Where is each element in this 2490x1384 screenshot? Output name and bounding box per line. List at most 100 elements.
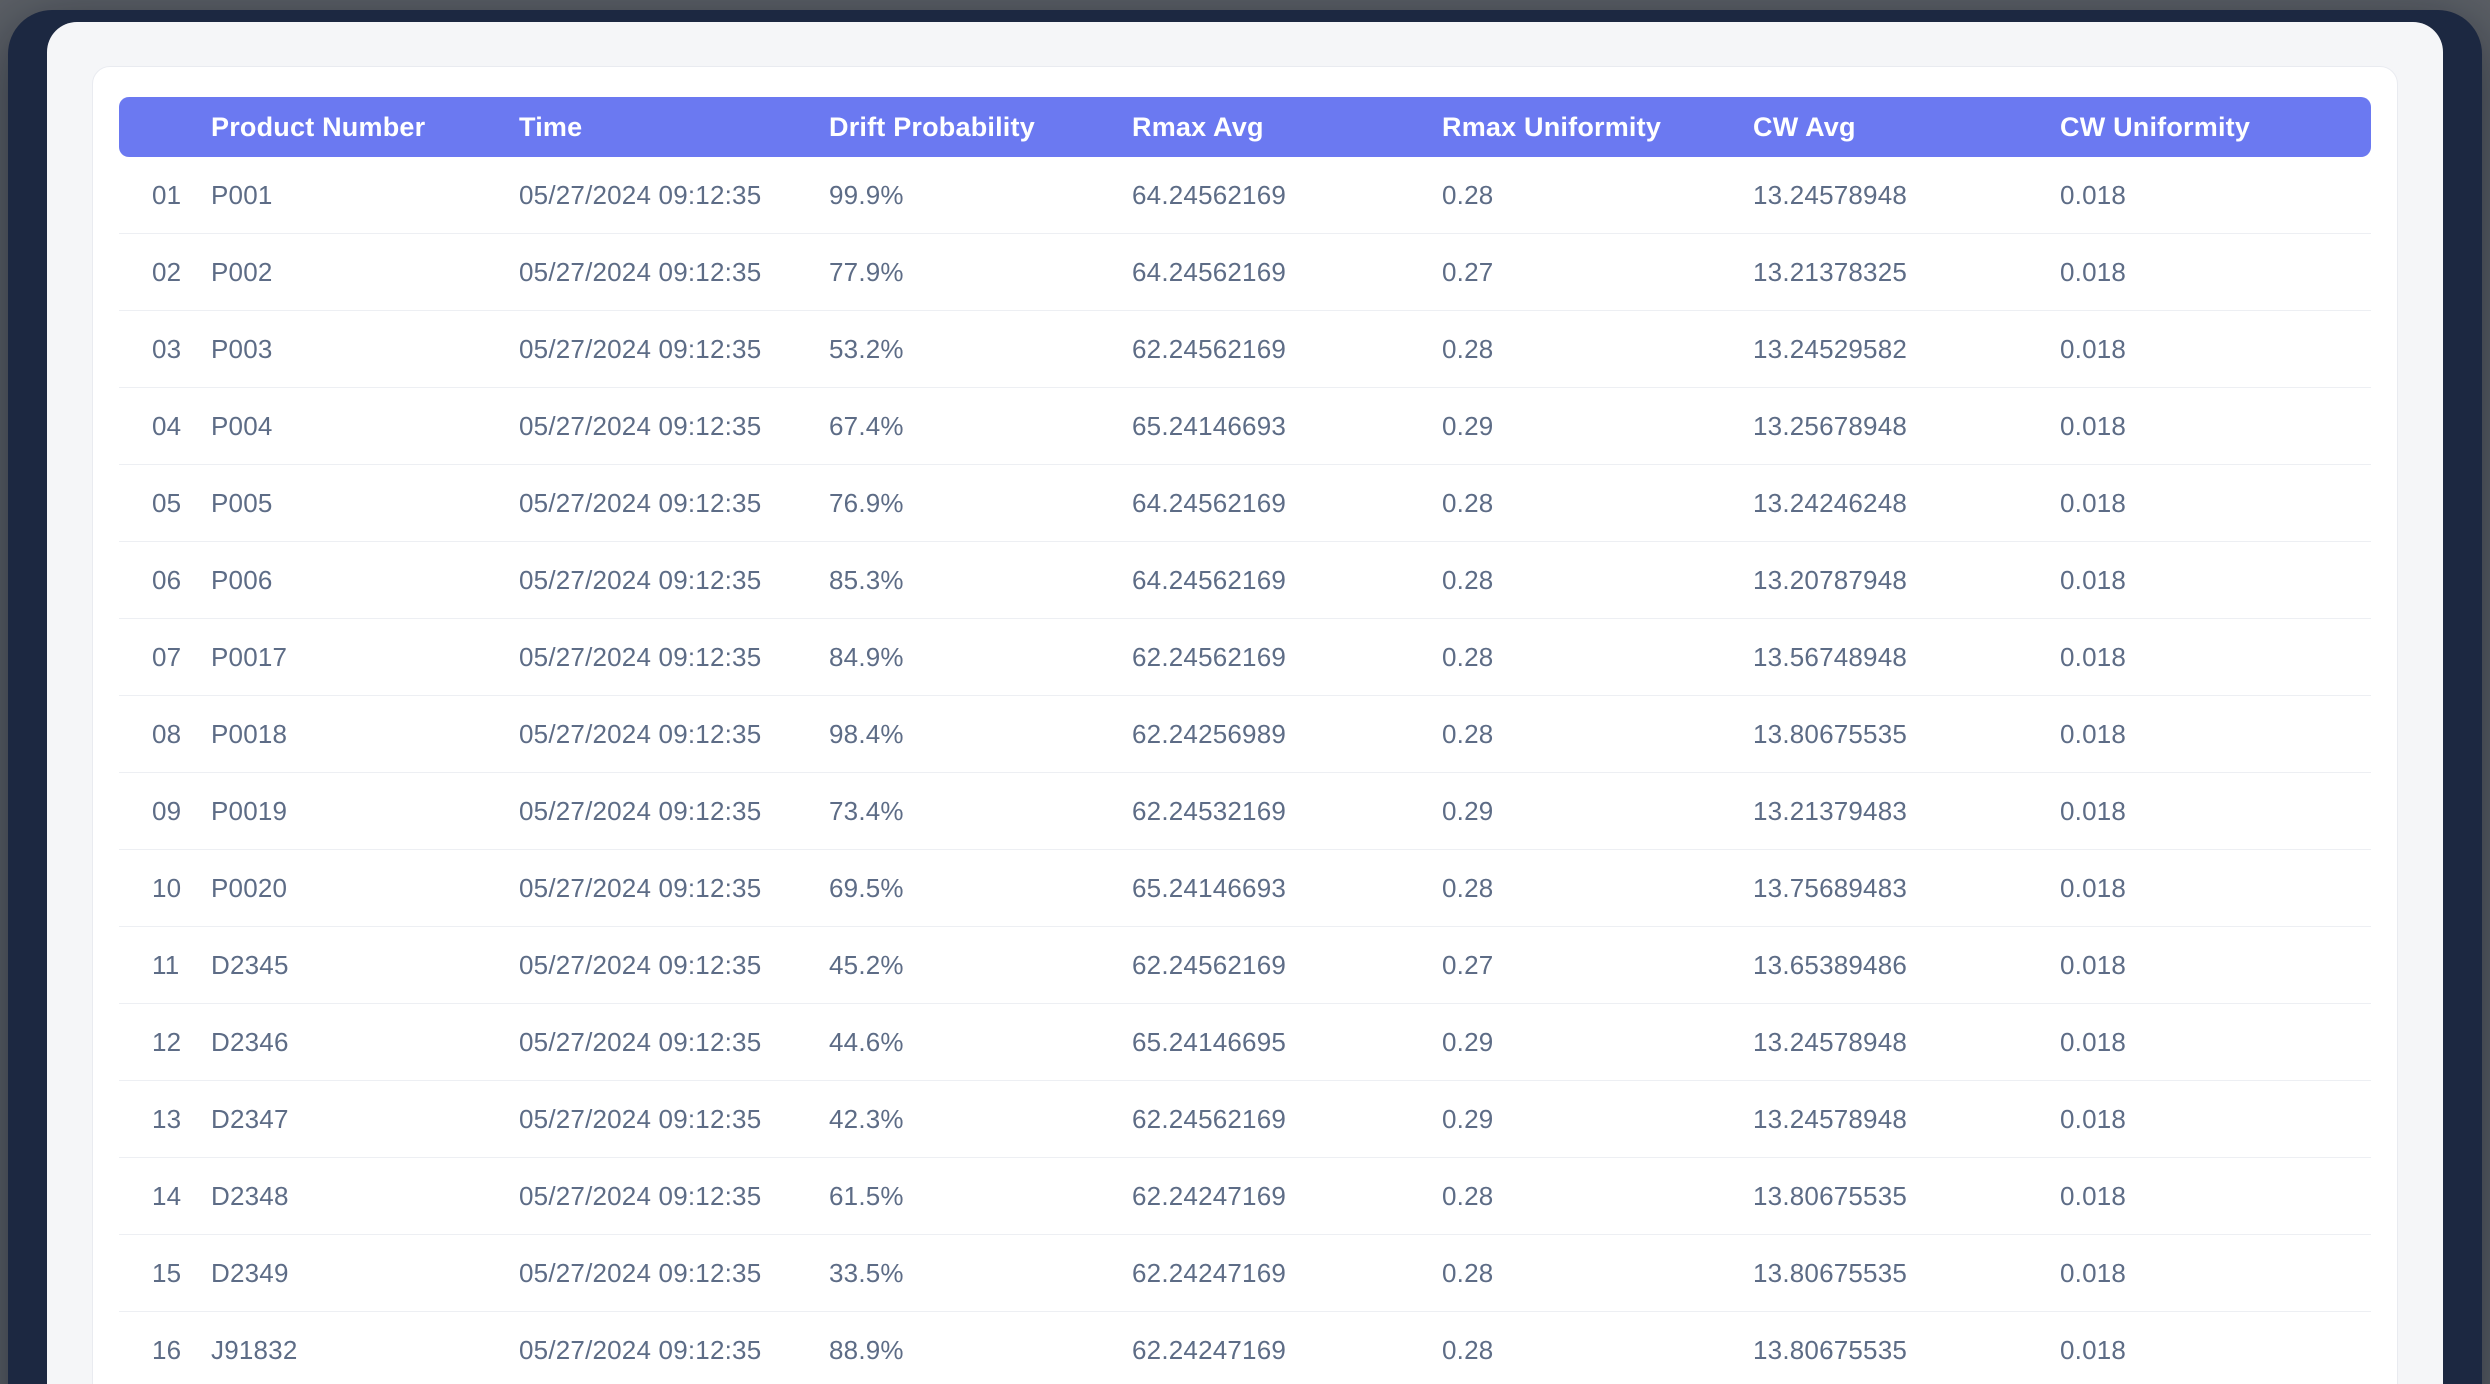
cell-time: 05/27/2024 09:12:35 bbox=[519, 1335, 762, 1365]
cell-rmax_avg: 62.24247169 bbox=[1132, 1335, 1287, 1365]
cell-product: P002 bbox=[211, 256, 273, 287]
cell-rmax_uniformity: 0.29 bbox=[1442, 1026, 1494, 1057]
table-row[interactable]: 16 J91832 05/27/2024 09:12:35 88.9% 62.24247… bbox=[119, 1312, 2371, 1384]
cell-cw_uniformity: 0.018 bbox=[2060, 949, 2127, 980]
cell-product: D2345 bbox=[211, 949, 289, 980]
table-row[interactable]: 06 P006 05/27/2024 09:12:35 85.3% 64.2456216… bbox=[119, 542, 2371, 619]
cell-cw_avg: 13.20787948 bbox=[1753, 564, 1908, 595]
cell-cw_uniformity: 0.018 bbox=[2060, 1335, 2127, 1365]
cell-rmax_avg: 62.24562169 bbox=[1132, 333, 1287, 364]
cell-rmax_uniformity: 0.29 bbox=[1442, 1103, 1494, 1134]
row-index: 09 bbox=[152, 795, 182, 826]
cell-rmax_avg: 65.24146693 bbox=[1132, 872, 1287, 903]
cell-time: 05/27/2024 09:12:35 bbox=[519, 256, 762, 287]
cell-cw_uniformity: 0.018 bbox=[2060, 333, 2127, 364]
column-header-product: Product Number bbox=[211, 111, 426, 142]
cell-rmax_avg: 62.24562169 bbox=[1132, 641, 1287, 672]
row-index: 01 bbox=[152, 179, 182, 210]
cell-time: 05/27/2024 09:12:35 bbox=[519, 949, 762, 980]
cell-product: P005 bbox=[211, 487, 273, 518]
cell-drift: 69.5% bbox=[829, 872, 904, 903]
cell-time: 05/27/2024 09:12:35 bbox=[519, 410, 762, 441]
data-table: Product Number Time Drift Probability Rmax … bbox=[119, 97, 2371, 1384]
cell-product: P0018 bbox=[211, 718, 288, 749]
table-row[interactable]: 08 P0018 05/27/2024 09:12:35 98.4% 62.242569… bbox=[119, 696, 2371, 773]
table-row[interactable]: 03 P003 05/27/2024 09:12:35 53.2% 62.2456216… bbox=[119, 311, 2371, 388]
cell-drift: 85.3% bbox=[829, 564, 904, 595]
cell-product: P0017 bbox=[211, 641, 288, 672]
cell-rmax_avg: 65.24146695 bbox=[1132, 1026, 1287, 1057]
cell-cw_avg: 13.56748948 bbox=[1753, 641, 1908, 672]
cell-product: P004 bbox=[211, 410, 273, 441]
table-row[interactable]: 13 D2347 05/27/2024 09:12:35 42.3% 62.245621… bbox=[119, 1081, 2371, 1158]
table-row[interactable]: 11 D2345 05/27/2024 09:12:35 45.2% 62.245621… bbox=[119, 927, 2371, 1004]
cell-rmax_uniformity: 0.27 bbox=[1442, 256, 1494, 287]
cell-rmax_avg: 64.24562169 bbox=[1132, 179, 1287, 210]
table-header-row: Product Number Time Drift Probability Rmax … bbox=[119, 97, 2371, 157]
row-index: 02 bbox=[152, 256, 182, 287]
column-header-rmax_avg: Rmax Avg bbox=[1132, 111, 1264, 142]
table-row[interactable]: 10 P0020 05/27/2024 09:12:35 69.5% 65.241466… bbox=[119, 850, 2371, 927]
cell-rmax_uniformity: 0.28 bbox=[1442, 718, 1494, 749]
cell-rmax_avg: 62.24562169 bbox=[1132, 1103, 1287, 1134]
column-header-time: Time bbox=[519, 111, 583, 142]
cell-rmax_avg: 62.24247169 bbox=[1132, 1180, 1287, 1211]
cell-rmax_avg: 62.24562169 bbox=[1132, 949, 1287, 980]
cell-cw_uniformity: 0.018 bbox=[2060, 1103, 2127, 1134]
cell-drift: 33.5% bbox=[829, 1257, 904, 1288]
row-index: 08 bbox=[152, 718, 182, 749]
cell-cw_uniformity: 0.018 bbox=[2060, 179, 2127, 210]
cell-drift: 98.4% bbox=[829, 718, 904, 749]
cell-product: D2349 bbox=[211, 1257, 289, 1288]
cell-drift: 88.9% bbox=[829, 1335, 904, 1365]
cell-cw_uniformity: 0.018 bbox=[2060, 795, 2127, 826]
cell-product: P001 bbox=[211, 179, 273, 210]
cell-time: 05/27/2024 09:12:35 bbox=[519, 718, 762, 749]
table-row[interactable]: 02 P002 05/27/2024 09:12:35 77.9% 64.2456216… bbox=[119, 234, 2371, 311]
row-index: 16 bbox=[152, 1335, 182, 1365]
table-row[interactable]: 09 P0019 05/27/2024 09:12:35 73.4% 62.245321… bbox=[119, 773, 2371, 850]
cell-cw_avg: 13.25678948 bbox=[1753, 410, 1908, 441]
cell-time: 05/27/2024 09:12:35 bbox=[519, 564, 762, 595]
table-row[interactable]: 14 D2348 05/27/2024 09:12:35 61.5% 62.242471… bbox=[119, 1158, 2371, 1235]
cell-time: 05/27/2024 09:12:35 bbox=[519, 179, 762, 210]
cell-drift: 44.6% bbox=[829, 1026, 904, 1057]
table-row[interactable]: 01 P001 05/27/2024 09:12:35 99.9% 64.2456216… bbox=[119, 157, 2371, 234]
cell-cw_uniformity: 0.018 bbox=[2060, 256, 2127, 287]
cell-drift: 45.2% bbox=[829, 949, 904, 980]
cell-drift: 76.9% bbox=[829, 487, 904, 518]
cell-cw_avg: 13.24529582 bbox=[1753, 333, 1908, 364]
cell-rmax_avg: 64.24562169 bbox=[1132, 564, 1287, 595]
cell-drift: 77.9% bbox=[829, 256, 904, 287]
cell-time: 05/27/2024 09:12:35 bbox=[519, 1257, 762, 1288]
app-window: Product Number Time Drift Probability Rmax … bbox=[8, 10, 2482, 1384]
cell-cw_avg: 13.24578948 bbox=[1753, 1026, 1908, 1057]
cell-cw_avg: 13.65389486 bbox=[1753, 949, 1908, 980]
cell-product: P003 bbox=[211, 333, 273, 364]
table-row[interactable]: 04 P004 05/27/2024 09:12:35 67.4% 65.2414669… bbox=[119, 388, 2371, 465]
table-row[interactable]: 07 P0017 05/27/2024 09:12:35 84.9% 62.245621… bbox=[119, 619, 2371, 696]
cell-cw_avg: 13.21379483 bbox=[1753, 795, 1908, 826]
row-index: 12 bbox=[152, 1026, 182, 1057]
table-row[interactable]: 12 D2346 05/27/2024 09:12:35 44.6% 65.241466… bbox=[119, 1004, 2371, 1081]
cell-time: 05/27/2024 09:12:35 bbox=[519, 1103, 762, 1134]
table-panel: Product Number Time Drift Probability Rmax … bbox=[92, 66, 2398, 1384]
cell-cw_avg: 13.21378325 bbox=[1753, 256, 1908, 287]
cell-cw_avg: 13.80675535 bbox=[1753, 718, 1908, 749]
cell-cw_uniformity: 0.018 bbox=[2060, 564, 2127, 595]
cell-time: 05/27/2024 09:12:35 bbox=[519, 872, 762, 903]
table-row[interactable]: 05 P005 05/27/2024 09:12:35 76.9% 64.2456216… bbox=[119, 465, 2371, 542]
row-index: 05 bbox=[152, 487, 182, 518]
cell-rmax_avg: 65.24146693 bbox=[1132, 410, 1287, 441]
cell-rmax_uniformity: 0.28 bbox=[1442, 564, 1494, 595]
cell-cw_uniformity: 0.018 bbox=[2060, 718, 2127, 749]
cell-cw_avg: 13.24578948 bbox=[1753, 1103, 1908, 1134]
row-index: 14 bbox=[152, 1180, 182, 1211]
cell-rmax_uniformity: 0.27 bbox=[1442, 949, 1494, 980]
cell-rmax_uniformity: 0.28 bbox=[1442, 641, 1494, 672]
table-row[interactable]: 15 D2349 05/27/2024 09:12:35 33.5% 62.242471… bbox=[119, 1235, 2371, 1312]
cell-drift: 53.2% bbox=[829, 333, 904, 364]
cell-cw_avg: 13.80675535 bbox=[1753, 1257, 1908, 1288]
cell-rmax_avg: 62.24247169 bbox=[1132, 1257, 1287, 1288]
row-index: 13 bbox=[152, 1103, 182, 1134]
